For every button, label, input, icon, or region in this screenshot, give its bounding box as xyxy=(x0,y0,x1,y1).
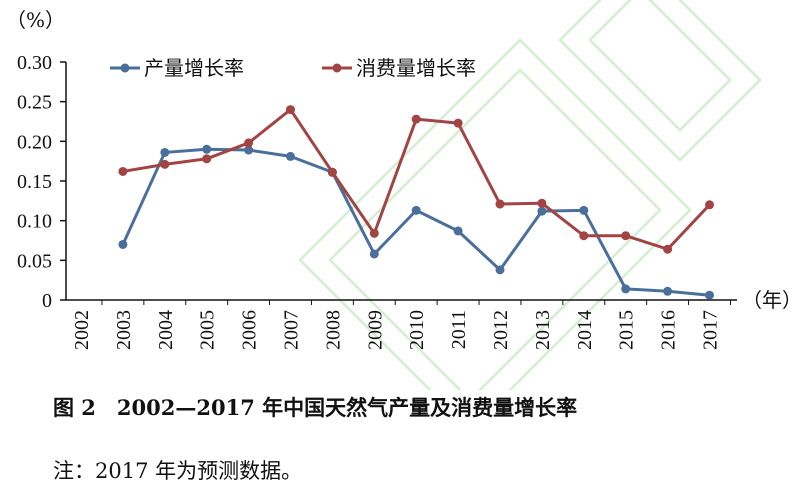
series-point-1 xyxy=(537,198,547,208)
series-point-1 xyxy=(411,114,421,124)
y-tick-label: 0.10 xyxy=(17,211,52,233)
series-point-0 xyxy=(244,145,254,155)
series-point-1 xyxy=(453,118,463,128)
y-ticks: 0 0.05 0.10 0.15 0.20 0.25 0.30 xyxy=(17,52,66,312)
x-tick-label: 2016 xyxy=(658,310,680,350)
legend-label: 产量增长率 xyxy=(144,56,244,80)
series-point-0 xyxy=(621,284,631,294)
y-tick-label: 0.30 xyxy=(17,52,52,74)
x-tick-label: 2013 xyxy=(532,310,554,350)
x-tick-label: 2005 xyxy=(197,310,219,350)
series-point-0 xyxy=(202,144,212,154)
series-line-1 xyxy=(122,108,711,251)
legend-swatch-marker xyxy=(120,63,130,73)
y-tick-label: 0.05 xyxy=(17,250,52,272)
series-point-0 xyxy=(579,205,589,215)
figure-caption: 图 2 2002—2017 年中国天然气产量及消费量增长率 xyxy=(53,395,578,420)
x-tick-label: 2012 xyxy=(490,310,512,350)
series-point-1 xyxy=(579,231,589,241)
y-tick-label: 0.15 xyxy=(17,171,52,193)
series-point-0 xyxy=(705,290,714,300)
series-point-1 xyxy=(327,167,337,177)
series-point-0 xyxy=(537,206,547,216)
series-point-1 xyxy=(705,200,714,210)
series-point-1 xyxy=(663,244,673,254)
line-chart: 00.050.100.150.200.250.30 2002 2003 2004 20… xyxy=(6,0,802,390)
x-tick-label: 2006 xyxy=(239,310,261,350)
series-point-0 xyxy=(495,265,505,275)
series-point-0 xyxy=(411,205,421,215)
series-point-1 xyxy=(495,199,505,209)
series-point-1 xyxy=(118,166,128,176)
legend-swatch-marker xyxy=(332,63,342,73)
series-point-0 xyxy=(663,286,673,296)
series-point-1 xyxy=(160,159,170,169)
series-group xyxy=(118,105,714,300)
series-point-1 xyxy=(369,228,379,238)
y-tick-label: 0 xyxy=(42,290,52,312)
x-tick-label: 2004 xyxy=(155,310,177,350)
series-point-1 xyxy=(286,105,295,115)
x-tick-label: 2007 xyxy=(281,310,303,350)
y-tick-label: 0.25 xyxy=(17,92,52,114)
series-point-1 xyxy=(244,138,254,148)
watermark xyxy=(298,0,762,390)
x-tick-label: 2002 xyxy=(71,310,93,350)
x-tick-label: 2009 xyxy=(364,310,386,350)
series-point-0 xyxy=(160,147,170,157)
x-tick-label: 2011 xyxy=(448,310,470,349)
series-point-0 xyxy=(118,239,128,249)
x-tick-label: 2008 xyxy=(322,310,344,350)
x-tick-label: 2014 xyxy=(574,310,596,350)
x-tick-label: 2015 xyxy=(616,310,638,350)
x-tick-label: 2017 xyxy=(700,310,722,350)
x-ticks: 2002 2003 2004 2005 2006 2007 2008 2009 2010 2011… xyxy=(71,300,731,350)
series-point-0 xyxy=(453,226,463,236)
legend: 产量增长率 消费量增长率 xyxy=(110,56,476,80)
series-point-0 xyxy=(286,151,295,161)
series-point-1 xyxy=(621,231,631,241)
figure-note: 注：2017 年为预测数据。 xyxy=(53,459,303,483)
legend-label: 消费量增长率 xyxy=(356,56,476,80)
x-tick-label: 2003 xyxy=(113,310,135,350)
x-axis-unit: （年） xyxy=(742,288,802,312)
series-point-1 xyxy=(202,154,212,164)
y-axis-unit: （%） xyxy=(6,8,65,32)
y-tick-label: 0.20 xyxy=(17,131,52,153)
series-point-0 xyxy=(369,249,379,259)
x-tick-label: 2010 xyxy=(406,310,428,350)
